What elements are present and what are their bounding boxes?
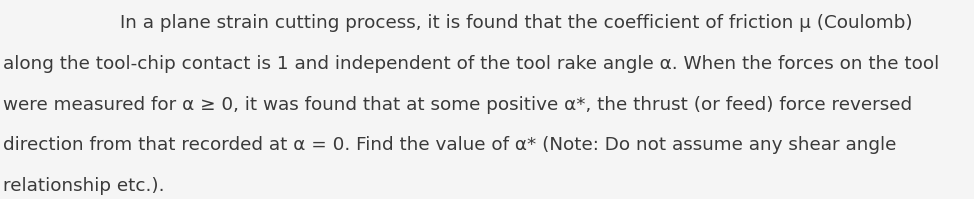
Text: In a plane strain cutting process, it is found that the coefficient of friction : In a plane strain cutting process, it is…	[120, 14, 913, 32]
Text: direction from that recorded at α = 0. Find the value of α* (Note: Do not assume: direction from that recorded at α = 0. F…	[3, 136, 896, 154]
Text: relationship etc.).: relationship etc.).	[3, 177, 165, 195]
Text: were measured for α ≥ 0, it was found that at some positive α*, the thrust (or f: were measured for α ≥ 0, it was found th…	[3, 96, 912, 113]
Text: along the tool-chip contact is 1 and independent of the tool rake angle α. When : along the tool-chip contact is 1 and ind…	[3, 55, 939, 73]
